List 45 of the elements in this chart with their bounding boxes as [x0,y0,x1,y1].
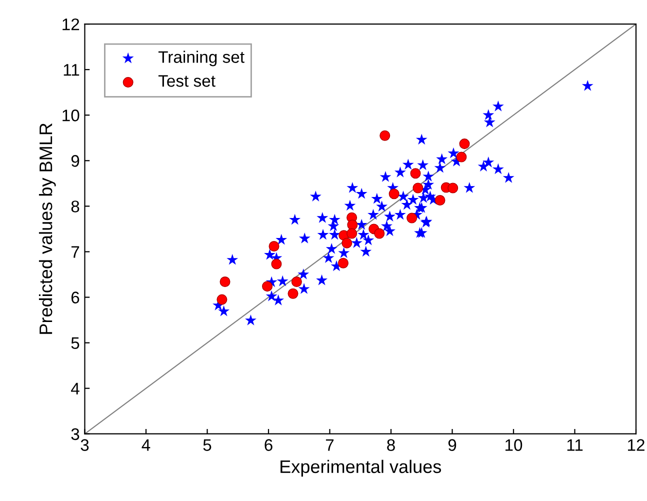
legend-label: Training set [158,50,244,66]
point [412,182,424,194]
x-tick-label: 4 [142,439,150,451]
y-tick-label: 10 [62,110,80,122]
x-axis-title: Experimental values [280,460,442,477]
x-tick-label: 3 [80,439,89,451]
point [459,138,470,150]
point [338,258,348,268]
y-tick-label: 8 [71,200,80,212]
point [347,220,358,230]
y-tick-label: 5 [71,337,80,349]
point [406,212,418,224]
point [380,130,390,141]
x-tick-label: 9 [448,439,456,451]
x-tick-label: 12 [628,439,644,451]
point [434,195,446,206]
point [448,182,458,194]
point [220,276,230,288]
y-tick-label: 6 [71,292,80,304]
x-tick-label: 6 [264,439,272,451]
y-tick-label: 3 [71,428,80,440]
y-tick-label: 7 [71,246,80,258]
point [410,168,421,179]
point [288,288,298,299]
x-tick-label: 5 [203,439,212,451]
y-tick-label: 12 [62,18,80,30]
point [262,281,273,292]
point [268,241,280,252]
y-axis-title: Predicted values by BMLR [38,123,56,334]
point [216,294,228,305]
x-tick-label: 10 [506,439,522,451]
point [346,228,358,239]
point [456,152,467,162]
point [388,188,400,200]
point [374,228,385,239]
y-tick-label: 9 [71,155,80,167]
point [291,276,302,288]
point [342,238,352,248]
legend-label: Test set [158,75,216,87]
x-tick-label: 7 [326,439,334,451]
y-tick-label: 11 [64,64,80,76]
y-tick-label: 4 [71,382,80,394]
x-tick-label: 11 [567,439,583,451]
point [271,258,282,270]
x-tick-label: 8 [387,439,395,451]
